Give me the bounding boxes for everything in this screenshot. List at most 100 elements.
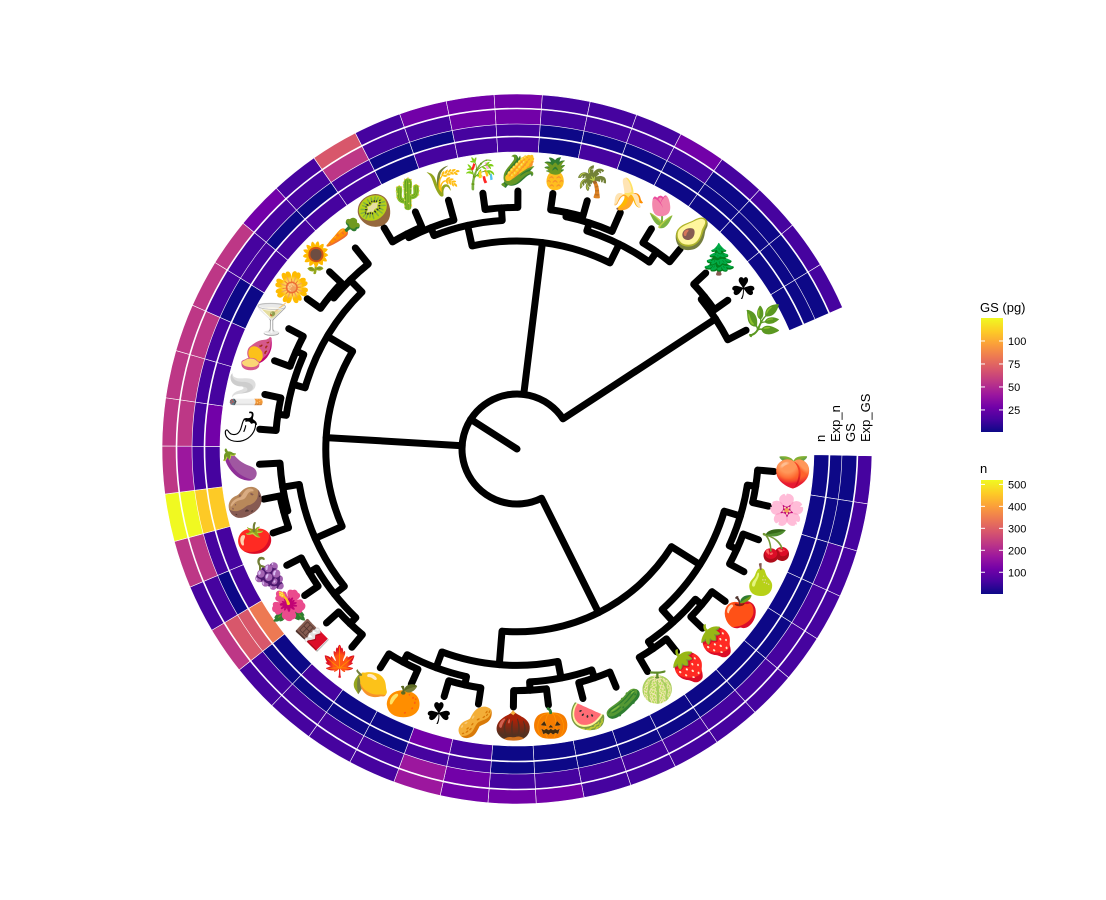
tree-branch-leaf	[754, 466, 778, 475]
tree-branch	[538, 494, 603, 617]
peach-icon: 🍑	[774, 455, 811, 490]
ring-label-gs: GS	[843, 423, 858, 442]
tree-branch	[606, 240, 623, 267]
heat-cell-gs	[488, 772, 536, 790]
tree-branch-leaf	[608, 209, 624, 235]
tree-branch-leaf	[376, 650, 393, 672]
ring-label-exp-gs: Exp_GS	[858, 393, 873, 442]
carrot-icon: 🥕	[325, 216, 362, 250]
tree-branch-leaf	[444, 196, 458, 224]
heat-cell-exp-gs	[493, 93, 543, 110]
tree-arc	[550, 206, 584, 220]
legend-tick-label: 500	[1008, 479, 1026, 491]
heat-cell-n	[496, 136, 540, 154]
wheat-icon: 🌾	[425, 164, 462, 198]
watermelon-icon: 🍉	[569, 700, 606, 733]
red-apple-icon: 🍎	[722, 593, 759, 629]
heat-cell-exp-gs	[807, 264, 843, 314]
legend-n-colorbar	[981, 480, 1003, 594]
tree-branch-leaf	[283, 554, 305, 569]
heat-cell-n	[810, 454, 830, 498]
tree-branch-leaf	[474, 684, 485, 708]
legend-n: n 500 400 300 200 100	[980, 461, 1026, 594]
tree-arc	[432, 216, 503, 239]
clover-icon: ☘	[425, 698, 452, 731]
tree-branch	[467, 415, 521, 453]
heatmap-rings	[161, 93, 873, 805]
tree-branch-leaf	[575, 679, 587, 702]
tree-arc	[458, 390, 566, 508]
cactus-icon: 🌵	[389, 176, 426, 211]
sunflower-icon: 🌻	[297, 240, 334, 275]
tree-branch	[520, 239, 546, 398]
tree-branch-leaf	[708, 588, 729, 605]
heat-cell-gs	[494, 108, 542, 126]
strawberry-icon: 🍓	[670, 648, 707, 683]
legend-tick-label: 100	[1008, 567, 1026, 579]
herb-icon: 🌿	[744, 303, 781, 338]
tree-branch-leaf	[547, 190, 557, 214]
ring-label-n: n	[813, 435, 828, 442]
tree-branch-leaf	[726, 560, 748, 576]
tree-branch-leaf	[285, 325, 307, 340]
tree-branch	[311, 522, 346, 542]
heat-cell-n	[491, 744, 535, 762]
legend-tick-label: 400	[1008, 501, 1026, 513]
ring-label-exp-n: Exp_n	[828, 405, 843, 442]
tree-branch-leaf	[411, 208, 426, 231]
heat-cell-gs	[794, 271, 830, 320]
tree-branch-leaf	[635, 653, 652, 676]
hibiscus-icon: 🌺	[270, 588, 307, 623]
tree-branch-leaf	[301, 582, 322, 600]
heat-cell-n	[204, 403, 224, 447]
chestnut-icon: 🌰	[494, 708, 531, 742]
legend-tick-label: 50	[1008, 382, 1020, 394]
heat-cell-exp-gs	[487, 788, 537, 805]
pineapple-icon: 🍍	[537, 156, 574, 191]
tree-arc	[513, 685, 547, 695]
tulip-icon: 🌷	[643, 194, 680, 229]
tree-branch-leaf	[739, 530, 763, 544]
cucumber-icon: 🥒	[605, 687, 642, 721]
tree-branch-leaf	[542, 685, 552, 709]
tree-branch-leaf	[303, 295, 325, 312]
orange-icon: 🍊	[385, 683, 424, 718]
heat-cell-n	[770, 286, 804, 331]
maple-leaf-icon: 🍁	[321, 643, 358, 678]
cherry-blossom-icon: 🌸	[768, 492, 805, 527]
tree-branch-leaf	[256, 425, 280, 434]
tree-arc	[447, 677, 482, 692]
tree-branch-leaf	[579, 197, 591, 221]
tree-arc	[484, 203, 518, 213]
grapes-icon: 🍇	[251, 555, 288, 591]
tip-icons: 🍑🌸🍒🍐🍎🍓🍓🍈🥒🍉🎃🌰🥜☘🍊🍋🍁🍫🌺🍇🍅🥔🍆🌶🚬🍠🍸🌼🌻🥕🥝🌵🌾 🎋 🌽 🍍 🌴🍌🌷🥑…	[222, 153, 812, 743]
cigarette-icon: 🚬	[228, 372, 265, 407]
banana-icon: 🍌	[609, 177, 646, 212]
tree-arc	[749, 469, 762, 504]
corn-icon: 🌽	[499, 153, 536, 189]
tree-branch-leaf	[260, 492, 284, 503]
tomato-icon: 🍅	[236, 521, 273, 557]
pumpkin-icon: 🎃	[532, 705, 569, 740]
tree-branch-leaf	[666, 245, 684, 266]
avocado-icon: 🥑	[673, 214, 710, 251]
tree-arc	[440, 648, 559, 669]
tree-branch-leaf	[440, 677, 453, 701]
tree-arc	[322, 349, 356, 528]
legend-tick-label: 25	[1008, 405, 1020, 417]
tree-arc	[646, 596, 699, 645]
tree-branch-leaf	[687, 613, 707, 632]
tree-branch-leaf	[255, 459, 284, 468]
tree-branch	[495, 627, 506, 669]
peanut-icon: 🥜	[457, 702, 494, 739]
legend-tick-label: 100	[1008, 336, 1026, 348]
cocktail-icon: 🍸	[253, 300, 290, 336]
tree-arc	[295, 483, 348, 589]
tree-branch-leaf	[710, 296, 732, 314]
legend-gs-title: GS (pg)	[980, 300, 1026, 315]
potato-icon: 🥔	[227, 484, 264, 519]
tree-branch-leaf	[749, 499, 773, 510]
tree-arc	[471, 237, 612, 267]
